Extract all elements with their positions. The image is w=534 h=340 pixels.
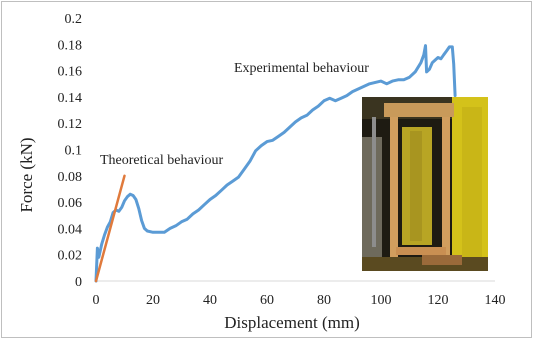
- x-tick-label: 40: [203, 293, 217, 308]
- x-tick-label: 20: [146, 293, 160, 308]
- y-tick-label: 0.08: [58, 170, 83, 185]
- y-tick-label: 0.2: [65, 12, 83, 27]
- annotation-experimental: Experimental behaviour: [234, 61, 369, 76]
- y-tick-label: 0.16: [58, 65, 83, 80]
- x-tick-label: 100: [371, 293, 392, 308]
- y-tick-label: 0.1: [65, 144, 83, 159]
- x-tick-label: 120: [428, 293, 449, 308]
- y-tick-label: 0: [75, 275, 82, 290]
- series-layer: [94, 44, 457, 283]
- x-tick-labels: 0 20 40 60 80 100 120 140: [93, 293, 506, 308]
- test-rig-photo: [362, 97, 488, 271]
- y-tick-labels: 0 0.02 0.04 0.06 0.08 0.1 0.12 0.14 0.16 0.18 0.2: [58, 12, 83, 290]
- series-line-theoretical: [94, 174, 126, 283]
- y-tick-label: 0.04: [58, 222, 83, 237]
- annotation-theoretical: Theoretical behaviour: [100, 153, 224, 168]
- x-tick-label: 140: [485, 293, 506, 308]
- y-tick-label: 0.18: [58, 38, 83, 53]
- x-tick-label: 80: [317, 293, 331, 308]
- x-axis-title: Displacement (mm): [224, 313, 360, 332]
- y-tick-label: 0.02: [58, 249, 83, 264]
- series-line-experimental: [94, 44, 457, 283]
- y-tick-label: 0.06: [58, 196, 83, 211]
- y-tick-label: 0.12: [58, 117, 83, 132]
- y-axis-title: Force (kN): [17, 137, 36, 212]
- x-tick-label: 60: [260, 293, 274, 308]
- test-rig-photo-drawing: [362, 97, 488, 271]
- y-tick-label: 0.14: [58, 91, 83, 106]
- x-tick-label: 0: [93, 293, 100, 308]
